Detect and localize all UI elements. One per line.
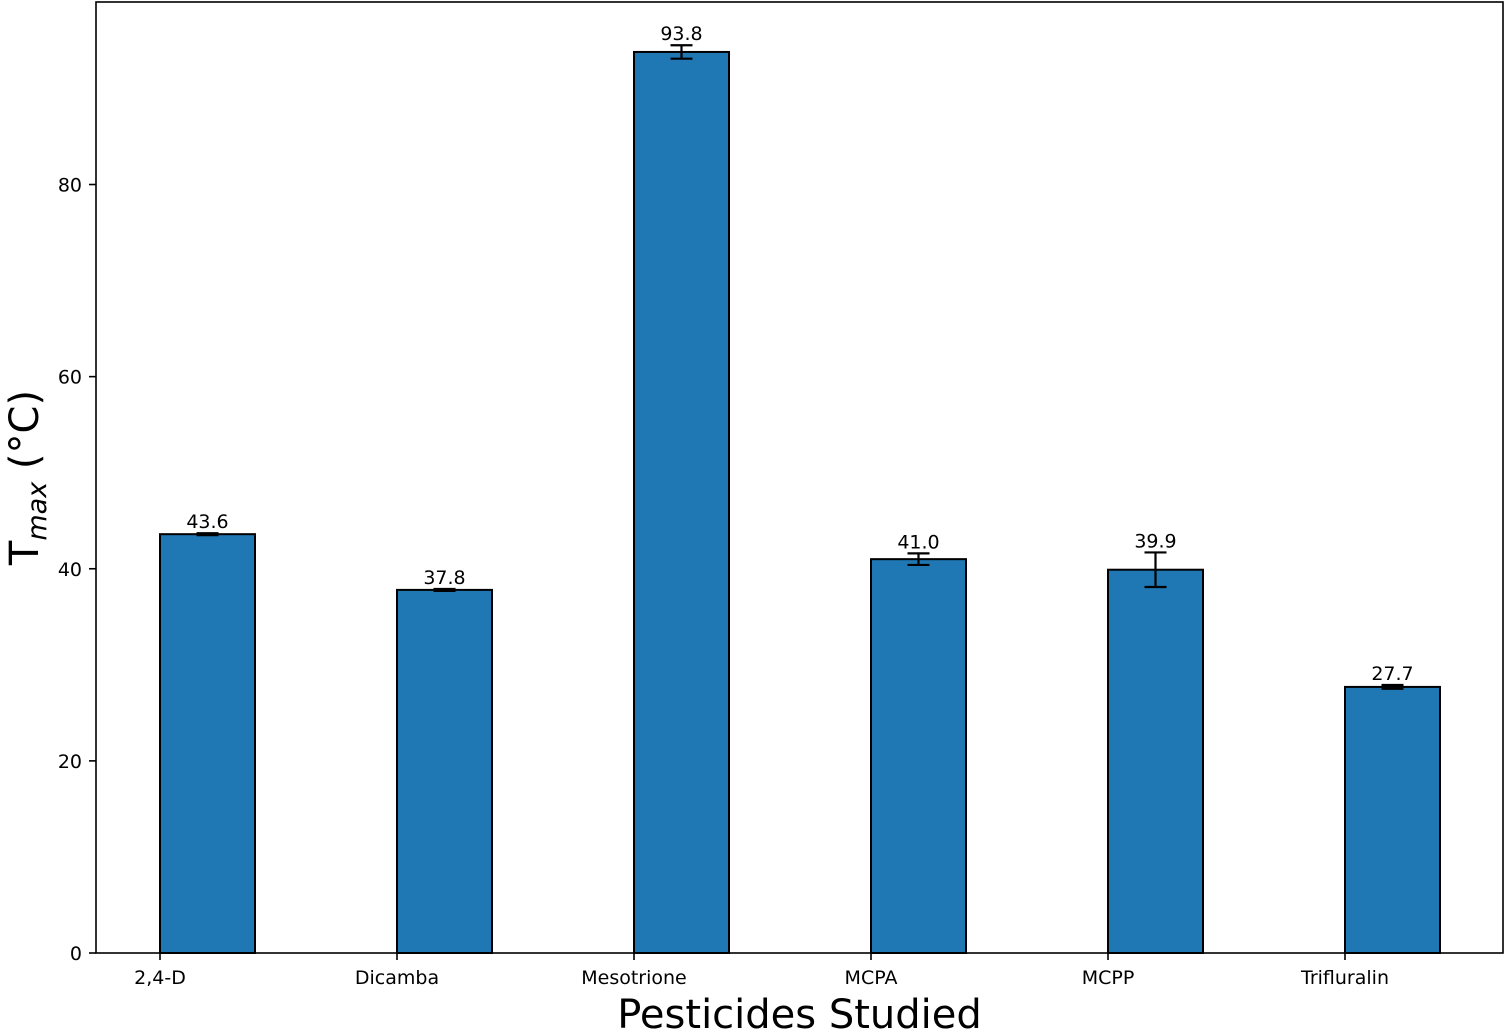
y-axis-title-main: T	[2, 540, 48, 566]
y-axis-title-unit: (°C)	[2, 390, 48, 482]
value-label: 41.0	[897, 531, 939, 553]
y-tick-label: 40	[58, 559, 82, 581]
error-bar	[433, 587, 456, 592]
bar	[633, 50, 730, 954]
x-tick-label: MCPA	[845, 967, 898, 989]
x-tick-label: MCPP	[1082, 967, 1135, 989]
error-bars-group	[196, 44, 1404, 690]
y-tick-label: 80	[58, 175, 82, 197]
x-axis-ticks: 2,4-D Dicamba Mesotrione MCPA MCPP Triflurali…	[134, 953, 1389, 989]
bars-group	[159, 50, 1441, 955]
y-tick-label: 60	[58, 367, 82, 389]
x-axis-title: Pesticides Studied	[617, 992, 982, 1033]
bar	[870, 558, 967, 954]
x-tick-label: Mesotrione	[581, 967, 687, 989]
error-bar	[1144, 551, 1167, 589]
error-bar	[196, 532, 219, 537]
value-label: 43.6	[186, 511, 228, 533]
plot-frame	[95, 1, 1504, 954]
bar	[396, 588, 493, 955]
error-bar	[670, 44, 693, 60]
x-tick-label: Trifluralin	[1300, 967, 1389, 989]
value-label: 93.8	[660, 23, 702, 45]
y-tick-label: 20	[58, 751, 82, 773]
error-bar	[907, 552, 930, 567]
y-axis-ticks: 0 20 40 60 80	[58, 175, 96, 965]
y-axis-title-subscript: max	[22, 481, 53, 541]
value-label: 37.8	[423, 567, 465, 589]
bar	[159, 533, 256, 955]
bar	[1344, 685, 1441, 954]
bar	[1107, 568, 1204, 955]
value-label: 27.7	[1371, 663, 1413, 685]
value-label: 39.9	[1134, 530, 1176, 552]
x-tick-label: Dicamba	[355, 967, 439, 989]
value-labels-group: 43.6 37.8 93.8 41.0 39.9 27.7	[186, 23, 1413, 685]
error-bar	[1381, 683, 1404, 690]
y-tick-label: 0	[70, 943, 82, 965]
y-axis-title: Tmax (°C)	[2, 390, 53, 566]
x-tick-label: 2,4-D	[134, 967, 186, 989]
